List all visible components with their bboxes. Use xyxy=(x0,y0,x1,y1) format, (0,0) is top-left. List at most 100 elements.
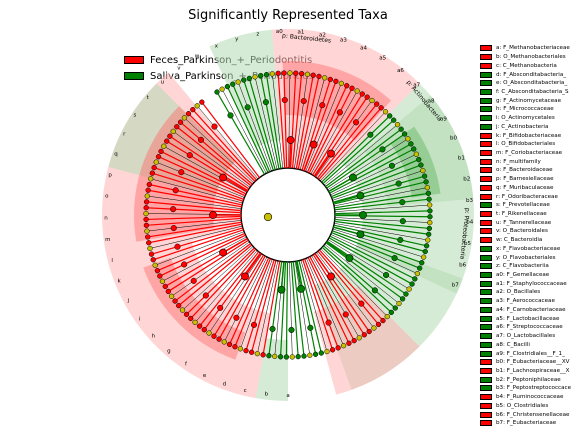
branch-58 xyxy=(332,228,424,258)
leaf-node-124 xyxy=(144,228,150,234)
key-swatch xyxy=(480,97,492,104)
clade-node-1 xyxy=(309,140,318,149)
clade-letter-q: q xyxy=(114,151,118,157)
branch-104 xyxy=(203,252,261,331)
branch-31 xyxy=(320,111,386,182)
key-item-d: d: F_Absconditabacteria_ xyxy=(480,70,576,79)
branch-133 xyxy=(150,178,243,204)
branch-23 xyxy=(306,85,348,173)
clade-letter-s: s xyxy=(133,113,136,119)
branch-8 xyxy=(260,75,280,169)
key-item-f: f: C_Absconditabacteria_S xyxy=(480,88,576,97)
leaf-node-0 xyxy=(214,89,220,95)
clade-letter-b2: b2 xyxy=(463,177,470,183)
key-item-l: l: O_Bifidobacteriales xyxy=(480,140,576,149)
clade-branch-14 xyxy=(222,176,248,193)
order-node-88 xyxy=(288,326,295,333)
key-swatch xyxy=(480,272,492,279)
legend-swatch-feces xyxy=(124,56,144,64)
clade-node-11 xyxy=(241,272,249,281)
leaf-node-99 xyxy=(226,341,233,348)
key-label: h: F_Micrococcaceae xyxy=(496,106,554,113)
branch-117 xyxy=(157,232,246,272)
branch-113 xyxy=(168,239,249,292)
branch-122 xyxy=(148,223,243,244)
clade-branch-12 xyxy=(222,237,248,254)
branch-95 xyxy=(251,260,277,353)
leaf-node-24 xyxy=(349,85,355,91)
leaf-node-115 xyxy=(159,278,166,284)
order-node-20 xyxy=(319,102,326,109)
leaf-node-109 xyxy=(179,307,186,313)
leaf-node-92 xyxy=(266,353,272,359)
key-label: b2: F_Peptoniphilaceae xyxy=(496,376,561,383)
key-label: b3: F_Peptostreptococcace xyxy=(496,385,572,392)
key-swatch xyxy=(480,298,492,305)
clade-branch-2 xyxy=(314,153,332,177)
leaf-node-112 xyxy=(168,293,175,299)
key-item-a9: a9: F_Clostridiales__F_1_ xyxy=(480,349,576,358)
key-label: z: C_Flavobacteriia xyxy=(496,263,549,270)
branch-75 xyxy=(312,254,365,336)
key-swatch xyxy=(480,211,492,218)
leaf-node-123 xyxy=(145,234,151,240)
leaf-node-9 xyxy=(263,71,270,78)
key-label: f: C_Absconditabacteria_S xyxy=(496,88,569,95)
key-label: a2: O_Bacillales xyxy=(496,289,541,296)
leaf-node-79 xyxy=(340,343,347,349)
leaf-node-23 xyxy=(344,83,350,89)
branch-51 xyxy=(334,214,430,218)
order-node-96 xyxy=(250,321,258,328)
branch-65 xyxy=(326,240,407,295)
branch-13 xyxy=(288,73,291,169)
order-node-144 xyxy=(197,136,204,143)
order-node-68 xyxy=(371,287,378,294)
leaf-node-148 xyxy=(194,103,200,109)
leaf-node-120 xyxy=(148,251,155,257)
leaf-node-96 xyxy=(243,347,249,354)
branch-26 xyxy=(312,93,363,176)
clade-letter-b0: b0 xyxy=(450,135,457,141)
leaf-node-66 xyxy=(399,296,406,302)
key-swatch xyxy=(480,80,492,87)
clade-letter-b7: b7 xyxy=(452,283,459,289)
key-item-o: o: F_Bacteroidaceae xyxy=(480,166,576,175)
clade-letter-a6: a6 xyxy=(397,68,404,74)
key-label: y: O_Flavobacteriales xyxy=(496,254,556,261)
leaf-node-67 xyxy=(396,300,402,307)
branch-72 xyxy=(317,250,379,325)
leaf-node-55 xyxy=(425,237,431,243)
clade-core-2 xyxy=(143,257,246,360)
leaf-node-87 xyxy=(295,353,301,360)
leaf-node-4 xyxy=(235,79,241,85)
key-item-u: u: F_Tannerellaceae xyxy=(480,218,576,227)
key-item-v: v: O_Bacteroidales xyxy=(480,227,576,236)
leaf-node-71 xyxy=(380,317,386,324)
order-node-128 xyxy=(170,206,177,213)
clade-node-12 xyxy=(219,248,227,257)
clade-letter-b6: b6 xyxy=(459,262,466,268)
key-label: a0: F_Gemellaceae xyxy=(496,272,550,279)
key-label: b1: F_Lachnospiraceae__X xyxy=(496,367,570,374)
key-swatch xyxy=(480,176,492,183)
leaf-node-40 xyxy=(413,151,419,157)
key-swatch xyxy=(480,359,492,366)
branch-12 xyxy=(283,73,288,169)
key-swatch xyxy=(480,158,492,165)
key-swatch xyxy=(480,71,492,78)
key-swatch xyxy=(480,420,492,427)
branch-34 xyxy=(324,124,398,186)
clade-node-5 xyxy=(359,211,367,219)
clade-letter-z: z xyxy=(256,32,259,38)
clade-letter-r: r xyxy=(123,131,126,137)
leaf-node-70 xyxy=(384,313,390,320)
branch-105 xyxy=(199,251,260,327)
order-node-72 xyxy=(358,300,365,307)
leaf-node-108 xyxy=(183,311,190,318)
clade-letter-g: g xyxy=(167,349,171,355)
branch-101 xyxy=(218,255,266,340)
clade-letter-j: j xyxy=(126,298,129,304)
clade-letter-i: i xyxy=(139,317,141,323)
clade-letter-m: m xyxy=(105,237,110,243)
key-label: i: O_Actinomycetales xyxy=(496,115,555,122)
